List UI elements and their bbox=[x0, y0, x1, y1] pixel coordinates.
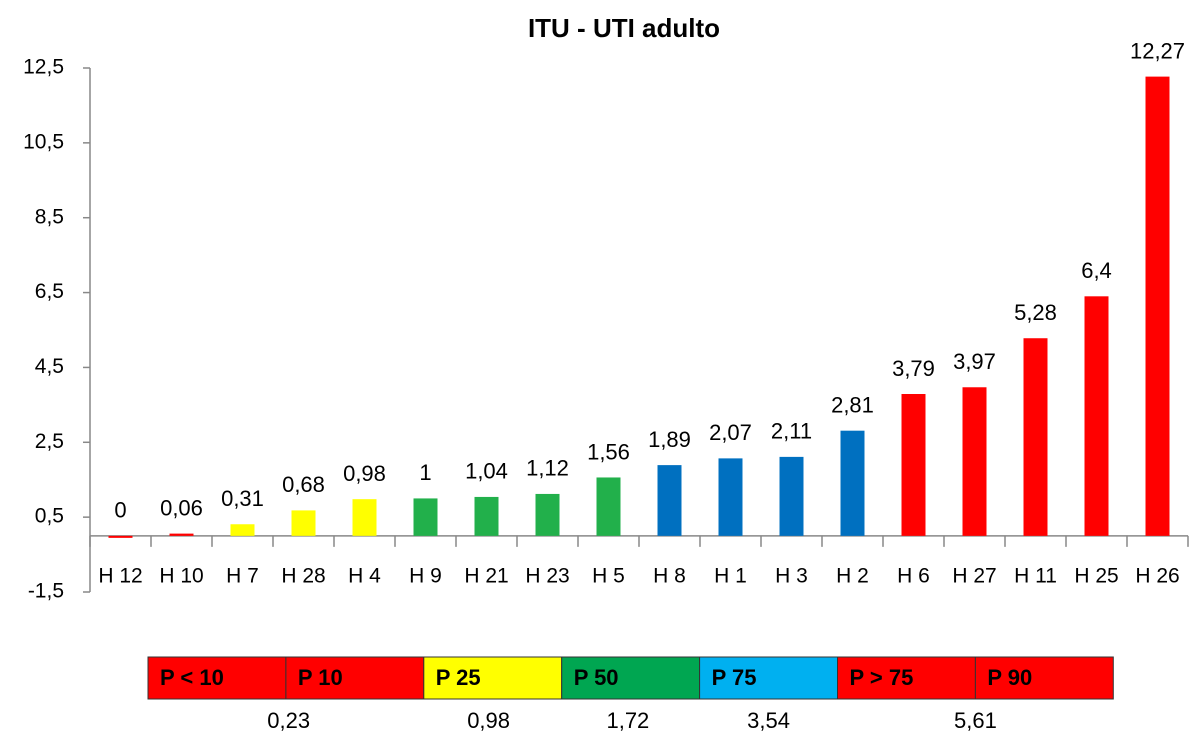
percentile-value: 0,23 bbox=[267, 708, 310, 733]
x-tick-label: H 2 bbox=[836, 565, 869, 588]
data-label: 0,06 bbox=[160, 495, 203, 520]
bar bbox=[1145, 76, 1170, 536]
percentile-band bbox=[974, 656, 1114, 700]
percentile-band bbox=[423, 656, 563, 700]
bar bbox=[352, 499, 377, 536]
x-tick-label: H 21 bbox=[464, 565, 508, 588]
data-label: 1,04 bbox=[465, 459, 508, 484]
data-label: 1 bbox=[419, 460, 431, 485]
x-tick-label: H 4 bbox=[348, 565, 381, 588]
x-tick-label: H 12 bbox=[98, 565, 142, 588]
x-tick-label: H 11 bbox=[1014, 565, 1057, 588]
data-label: 2,81 bbox=[831, 392, 874, 417]
y-tick-label: 2,5 bbox=[35, 430, 64, 453]
percentile-label: P > 75 bbox=[850, 665, 914, 690]
percentile-label: P 90 bbox=[987, 665, 1032, 690]
x-tick-label: H 25 bbox=[1074, 565, 1118, 588]
bar bbox=[1084, 296, 1109, 536]
y-tick-label: 8,5 bbox=[35, 205, 64, 228]
x-tick-label: H 5 bbox=[592, 565, 625, 588]
data-label: 0 bbox=[114, 498, 126, 523]
percentile-label: P < 10 bbox=[160, 665, 224, 690]
data-label: 12,27 bbox=[1130, 38, 1185, 63]
bar bbox=[474, 496, 499, 536]
data-label: 2,11 bbox=[771, 419, 812, 444]
percentile-label: P 10 bbox=[298, 665, 343, 690]
bar bbox=[169, 533, 194, 536]
x-tick-label: H 7 bbox=[226, 565, 259, 588]
bar bbox=[291, 510, 316, 536]
x-tick-label: H 27 bbox=[952, 565, 996, 588]
percentile-band bbox=[699, 656, 838, 700]
x-tick-label: H 6 bbox=[897, 565, 930, 588]
percentile-label: P 25 bbox=[436, 665, 481, 690]
percentile-band bbox=[285, 656, 425, 700]
bar bbox=[108, 535, 133, 538]
bar bbox=[230, 524, 255, 536]
bar bbox=[596, 477, 621, 536]
bar bbox=[413, 498, 438, 536]
x-tick-label: H 8 bbox=[653, 565, 686, 588]
x-tick-label: H 3 bbox=[775, 565, 808, 588]
x-tick-label: H 1 bbox=[714, 565, 747, 588]
percentile-value: 0,98 bbox=[467, 708, 510, 733]
chart-title: ITU - UTI adulto bbox=[528, 13, 720, 43]
bar bbox=[840, 430, 865, 536]
percentile-band bbox=[561, 656, 701, 700]
data-label: 1,12 bbox=[526, 456, 569, 481]
x-tick-label: H 26 bbox=[1135, 565, 1179, 588]
bar bbox=[1023, 338, 1048, 536]
bar bbox=[901, 394, 926, 536]
data-label: 3,79 bbox=[892, 356, 935, 381]
y-tick-label: 10,5 bbox=[23, 130, 64, 153]
data-label: 6,4 bbox=[1081, 258, 1112, 283]
data-label: 5,28 bbox=[1014, 300, 1057, 325]
percentile-label: P 50 bbox=[574, 665, 619, 690]
bar bbox=[657, 465, 682, 536]
y-tick-label: -1,5 bbox=[28, 580, 64, 603]
x-tick-label: H 9 bbox=[409, 565, 442, 588]
percentile-band bbox=[147, 656, 287, 700]
percentile-label: P 75 bbox=[712, 665, 757, 690]
y-tick-label: 6,5 bbox=[35, 280, 64, 303]
y-tick-label: 0,5 bbox=[35, 505, 64, 528]
percentile-value: 1,72 bbox=[606, 708, 649, 733]
data-label: 1,56 bbox=[587, 439, 630, 464]
bar bbox=[779, 456, 804, 536]
data-label: 0,98 bbox=[343, 461, 386, 486]
bar bbox=[718, 458, 743, 536]
data-label: 1,89 bbox=[648, 427, 691, 452]
data-label: 0,68 bbox=[282, 472, 325, 497]
percentile-value: 5,61 bbox=[954, 708, 997, 733]
data-label: 3,97 bbox=[953, 349, 996, 374]
x-tick-label: H 10 bbox=[159, 565, 203, 588]
percentile-band bbox=[837, 656, 976, 700]
x-tick-label: H 23 bbox=[525, 565, 569, 588]
bar bbox=[962, 387, 987, 536]
y-tick-label: 12,5 bbox=[23, 56, 64, 79]
percentile-value: 3,54 bbox=[747, 708, 790, 733]
data-label: 2,07 bbox=[709, 420, 752, 445]
x-tick-label: H 28 bbox=[281, 565, 325, 588]
bar bbox=[535, 493, 560, 536]
data-label: 0,31 bbox=[221, 486, 264, 511]
y-tick-label: 4,5 bbox=[35, 355, 64, 378]
